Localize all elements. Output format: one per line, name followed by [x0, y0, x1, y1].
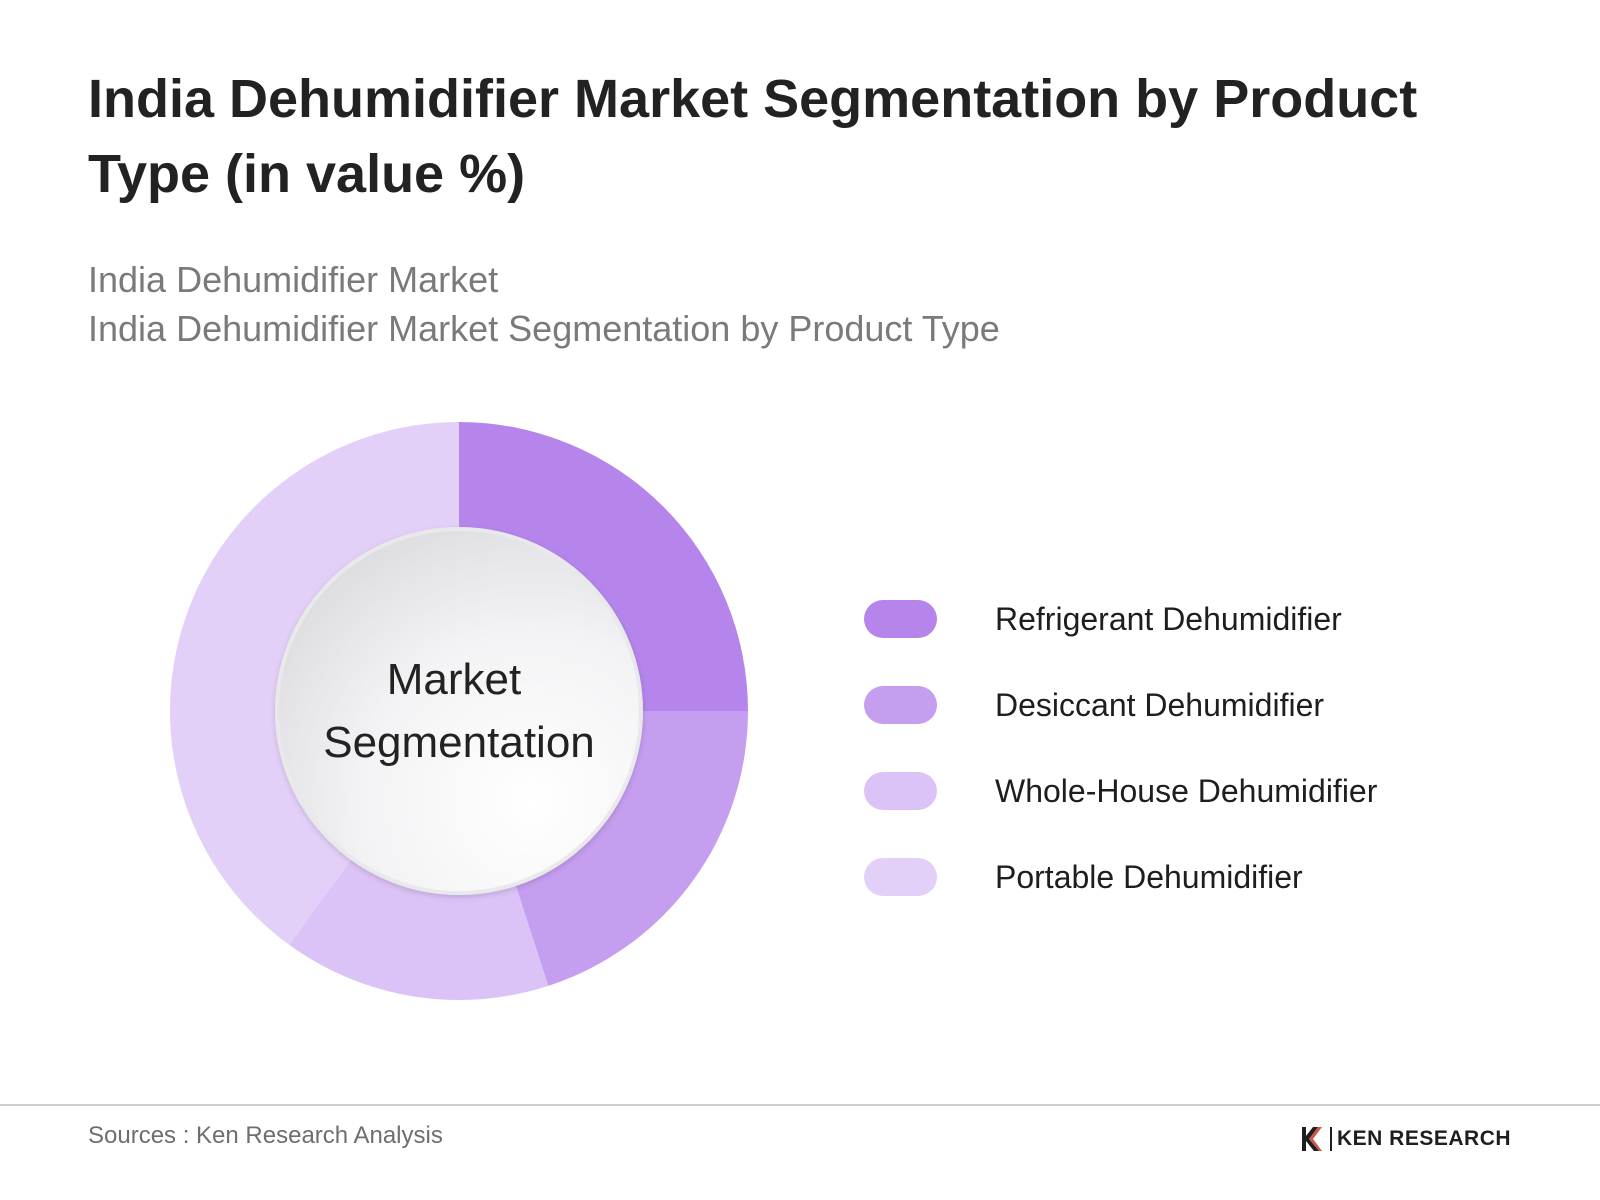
donut-chart: Market Segmentation — [170, 422, 748, 1001]
ken-research-logo-icon — [1302, 1127, 1322, 1151]
chart-title: India Dehumidifier Market Segmentation b… — [88, 69, 1418, 204]
donut-slices — [170, 422, 748, 1001]
subtitle-block: India Dehumidifier Market India Dehumidi… — [88, 255, 1000, 353]
legend-item-refrigerant: Refrigerant Dehumidifier — [864, 600, 1564, 686]
donut-slice-desiccant — [515, 711, 748, 986]
legend: Refrigerant Dehumidifier Desiccant Dehum… — [864, 600, 1564, 944]
legend-label-refrigerant: Refrigerant Dehumidifier — [995, 601, 1342, 637]
subtitle-line-1: India Dehumidifier Market — [88, 259, 499, 300]
legend-label-portable: Portable Dehumidifier — [995, 859, 1303, 895]
legend-swatch-whole-house — [864, 772, 937, 810]
brand-text: KEN RESEARCH — [1330, 1127, 1511, 1151]
donut-slice-whole-house — [289, 858, 549, 1001]
legend-item-desiccant: Desiccant Dehumidifier — [864, 686, 1564, 772]
source-note: Sources : Ken Research Analysis — [88, 1122, 443, 1149]
legend-swatch-refrigerant — [864, 600, 937, 638]
footer-divider — [0, 1104, 1600, 1106]
donut-slice-refrigerant — [459, 422, 748, 711]
legend-swatch-portable — [864, 858, 937, 896]
legend-label-desiccant: Desiccant Dehumidifier — [995, 687, 1325, 723]
legend-label-whole-house: Whole-House Dehumidifier — [995, 773, 1378, 809]
legend-swatch-desiccant — [864, 686, 937, 724]
brand-logo: KEN RESEARCH — [1300, 1124, 1511, 1154]
donut-slice-portable — [170, 422, 459, 945]
center-label-line-2: Segmentation — [323, 718, 595, 767]
subtitle-line-2: India Dehumidifier Market Segmentation b… — [88, 308, 1000, 349]
center-label-line-1: Market — [387, 655, 521, 704]
donut-center-hub — [275, 527, 643, 895]
legend-item-portable: Portable Dehumidifier — [864, 858, 1564, 944]
legend-item-whole-house: Whole-House Dehumidifier — [864, 772, 1564, 858]
